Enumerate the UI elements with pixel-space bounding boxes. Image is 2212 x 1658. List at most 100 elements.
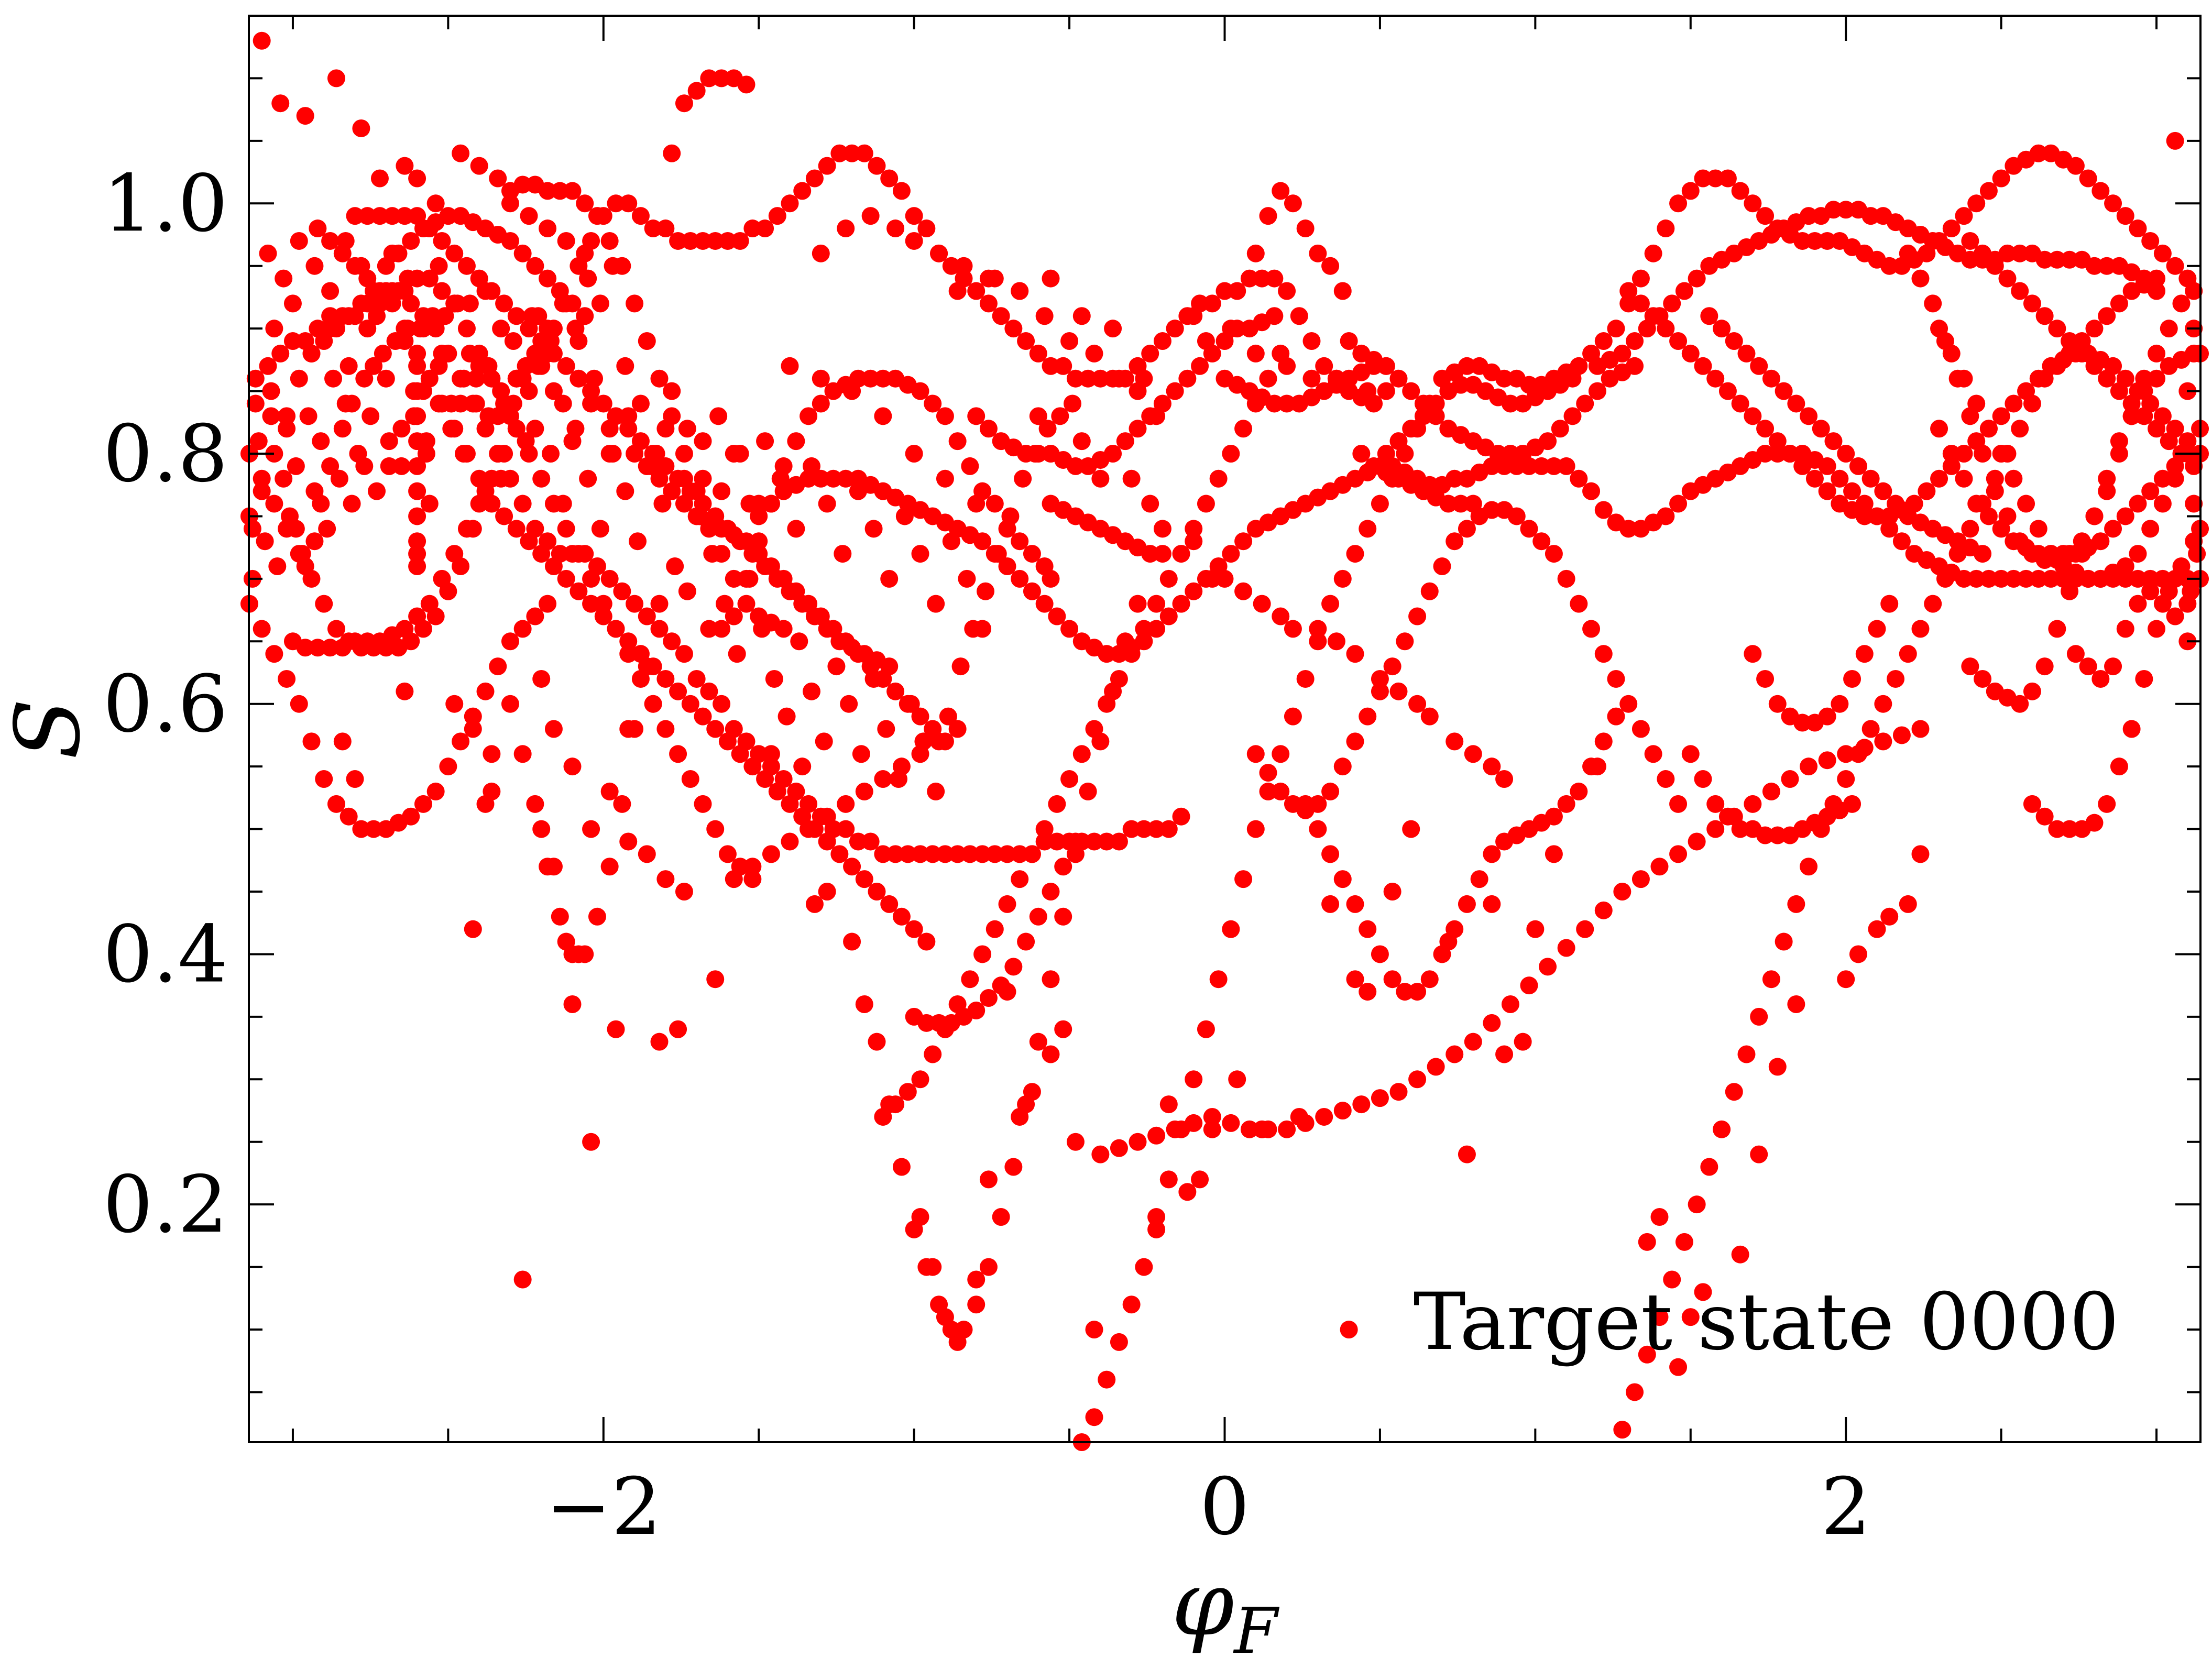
- data-point: [1066, 832, 1085, 851]
- data-point: [1129, 420, 1147, 438]
- data-point: [1446, 532, 1464, 551]
- data-point: [800, 407, 818, 425]
- data-point: [1340, 332, 1358, 350]
- data-point: [1159, 569, 1178, 588]
- data-point: [1899, 645, 1917, 663]
- data-point: [355, 369, 374, 388]
- data-point: [2116, 557, 2134, 575]
- data-point: [663, 482, 681, 500]
- data-point: [2098, 257, 2116, 275]
- data-point: [396, 682, 414, 700]
- data-point: [333, 420, 352, 438]
- data-point: [1781, 770, 1799, 788]
- data-point: [1048, 832, 1066, 851]
- data-point: [1079, 369, 1097, 388]
- data-point: [1495, 770, 1514, 788]
- data-point: [694, 432, 712, 451]
- data-point: [1613, 883, 1631, 901]
- data-point: [2129, 495, 2147, 513]
- data-point: [1631, 720, 1650, 738]
- data-point: [1396, 983, 1414, 1001]
- data-point: [731, 232, 749, 250]
- data-point: [542, 445, 560, 463]
- data-point: [1955, 207, 1973, 225]
- data-point: [1359, 382, 1377, 400]
- data-point: [1843, 482, 1861, 500]
- data-point: [818, 495, 836, 513]
- y-tick-label: 0.6: [103, 659, 228, 750]
- data-point: [607, 194, 625, 213]
- data-point: [1718, 169, 1737, 188]
- data-point: [2029, 369, 2047, 388]
- data-point: [1309, 795, 1327, 813]
- data-point: [576, 194, 594, 213]
- data-point: [703, 545, 721, 563]
- data-point: [396, 157, 414, 175]
- data-point: [526, 420, 544, 438]
- data-point: [461, 344, 479, 363]
- data-point: [402, 632, 420, 651]
- data-point: [1178, 369, 1197, 388]
- y-tick-label: 0.8: [103, 409, 228, 500]
- data-point: [855, 144, 873, 162]
- data-point: [1129, 595, 1147, 613]
- data-point: [1731, 1245, 1749, 1264]
- data-point: [1501, 995, 1519, 1013]
- data-point: [526, 607, 544, 625]
- data-point: [2153, 595, 2172, 613]
- data-point: [1737, 1045, 1756, 1063]
- data-point: [880, 569, 899, 588]
- data-point: [433, 232, 451, 250]
- data-point: [1340, 1321, 1358, 1339]
- data-point: [532, 669, 551, 688]
- data-point: [656, 720, 675, 738]
- data-point: [532, 469, 551, 488]
- data-point: [629, 532, 647, 551]
- data-point: [700, 69, 718, 87]
- data-point: [452, 557, 470, 575]
- data-point: [1831, 469, 1849, 488]
- data-point: [880, 1095, 899, 1114]
- data-point: [1967, 194, 1986, 213]
- data-point: [1818, 751, 1836, 770]
- data-point: [408, 482, 426, 500]
- data-point: [830, 845, 849, 863]
- data-point: [368, 307, 386, 325]
- data-point: [924, 1258, 942, 1276]
- data-point: [464, 720, 482, 738]
- data-point: [895, 507, 914, 525]
- data-point: [694, 232, 712, 250]
- data-point: [849, 832, 867, 851]
- data-point: [2116, 207, 2134, 225]
- data-point: [1309, 632, 1327, 651]
- data-point: [1818, 482, 1836, 500]
- data-point: [1507, 507, 1526, 525]
- data-point: [1644, 745, 1662, 763]
- data-point: [1383, 883, 1401, 901]
- data-point: [2185, 495, 2203, 513]
- data-point: [762, 845, 780, 863]
- data-point: [669, 1020, 687, 1038]
- data-point: [1688, 1195, 1706, 1214]
- data-point: [1420, 582, 1439, 600]
- data-point: [849, 645, 867, 663]
- data-point: [513, 1270, 532, 1289]
- data-point: [1657, 219, 1675, 238]
- data-point: [1824, 201, 1843, 219]
- data-point: [874, 845, 892, 863]
- data-point: [1414, 394, 1432, 413]
- data-point: [1986, 469, 2004, 488]
- data-point: [1141, 344, 1159, 363]
- data-point: [936, 407, 954, 425]
- data-point: [1942, 445, 1961, 463]
- data-point: [2011, 244, 2029, 262]
- data-point: [1259, 369, 1277, 388]
- data-point: [1035, 832, 1054, 851]
- data-point: [464, 707, 482, 726]
- data-point: [1657, 507, 1675, 525]
- data-point: [638, 845, 656, 863]
- data-point: [1098, 832, 1116, 851]
- data-point: [1855, 507, 1874, 525]
- data-point: [818, 883, 836, 901]
